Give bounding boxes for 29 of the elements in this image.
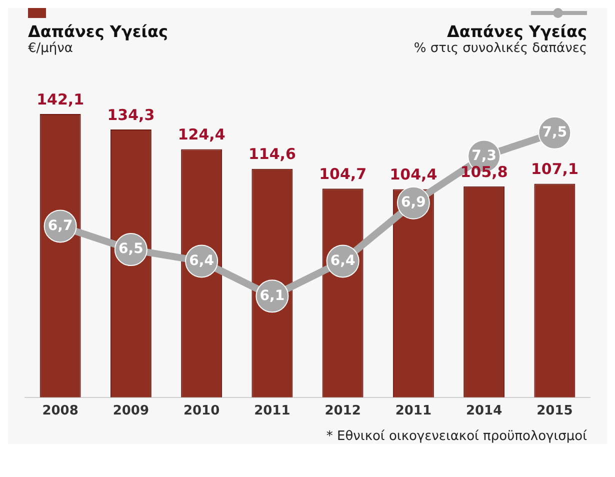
data-label: 105,8 xyxy=(460,162,508,181)
data-label: 6,4 xyxy=(189,252,214,269)
data-label: 114,6 xyxy=(248,145,296,164)
x-tick-label: 2011 xyxy=(254,404,290,419)
data-label: 6,9 xyxy=(401,194,426,211)
x-tick-label: 2012 xyxy=(324,404,361,419)
data-label: 104,4 xyxy=(390,166,438,184)
data-label: 134,3 xyxy=(107,106,155,124)
legend-label: Δαπάνες Υγείας xyxy=(28,22,168,41)
y-axis-title: €/μήνα xyxy=(28,41,73,56)
data-label: 6,5 xyxy=(118,241,144,258)
data-label: 142,1 xyxy=(36,90,84,108)
data-label: 6,1 xyxy=(260,288,285,304)
text: * Εθνικοί οικογενειακοί προϋπολογισμοί xyxy=(325,428,588,444)
data-label: 107,1 xyxy=(530,160,578,178)
data-label: 6,7 xyxy=(48,218,73,234)
x-tick-label: 2009 xyxy=(112,404,150,419)
data-label: 7,3 xyxy=(472,148,496,164)
x-tick-label: 2015 xyxy=(536,404,573,419)
data-label: 104,7 xyxy=(319,164,367,183)
x-tick-label: 2010 xyxy=(183,404,220,419)
x-tick-label: 2008 xyxy=(42,404,78,419)
x-tick-label: 2011 xyxy=(395,404,432,419)
x-tick-label: 2014 xyxy=(466,404,502,419)
legend-label: Δαπάνες Υγείας xyxy=(447,22,587,41)
data-label: 6,4 xyxy=(330,252,356,269)
data-label: 124,4 xyxy=(178,126,226,144)
data-label: 7,5 xyxy=(542,124,568,141)
y2-axis-title: % στις συνολικές δαπάνες xyxy=(414,41,587,56)
